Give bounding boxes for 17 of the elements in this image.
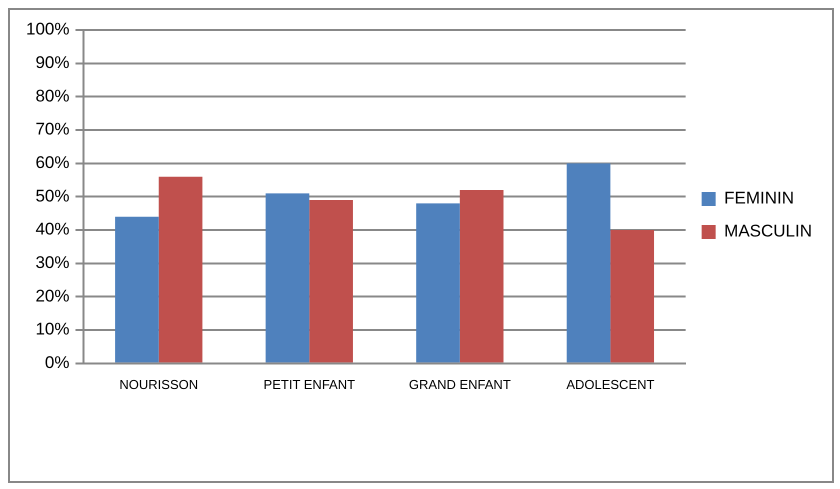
x-tick-label: NOURISSON bbox=[119, 376, 198, 392]
y-tick-label: 60% bbox=[35, 153, 70, 172]
y-tick-label: 90% bbox=[35, 53, 70, 72]
x-tick-label: GRAND ENFANT bbox=[408, 376, 511, 392]
x-tick-label: PETIT ENFANT bbox=[264, 376, 356, 392]
y-tick-label: 10% bbox=[35, 320, 70, 339]
y-tick-label: 40% bbox=[35, 220, 70, 239]
y-tick-label: 30% bbox=[35, 253, 70, 272]
legend-label: FEMININ bbox=[724, 188, 794, 208]
y-tick-label: 100% bbox=[26, 20, 70, 39]
legend-label: MASCULIN bbox=[724, 222, 812, 241]
y-tick-label: 0% bbox=[44, 353, 70, 372]
y-tick-label: 70% bbox=[35, 120, 70, 139]
y-tick-label: 20% bbox=[35, 286, 70, 306]
x-tick-label: ADOLESCENT bbox=[566, 376, 654, 392]
y-tick-label: 50% bbox=[35, 186, 70, 206]
y-tick-label: 80% bbox=[35, 86, 70, 106]
